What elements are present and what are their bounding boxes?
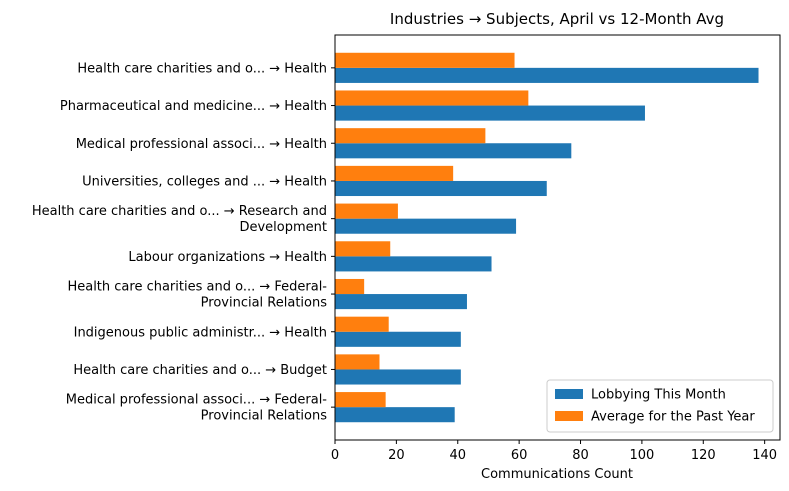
bar-this-month-3 [335, 180, 547, 197]
x-tick-label: 20 [388, 448, 405, 463]
y-tick-label-line: Health care charities and o... → Researc… [32, 204, 327, 219]
y-tick-label-line: Health care charities and o... → Budget [73, 363, 327, 378]
y-tick-label: Health care charities and o... → Researc… [32, 204, 327, 235]
legend-swatch-0 [555, 389, 583, 399]
x-tick-label: 40 [449, 448, 466, 463]
legend-box [546, 379, 774, 433]
legend-label-0: Lobbying This Month [591, 388, 726, 403]
y-tick-label-line: Labour organizations → Health [128, 250, 327, 265]
y-tick-label-line: Medical professional associ... → Health [76, 137, 327, 152]
x-tick-label: 0 [331, 448, 339, 463]
y-tick-label-line: Indigenous public administr... → Health [74, 325, 327, 340]
y-tick-label-line: Universities, colleges and ... → Health [82, 174, 327, 189]
bar-this-month-9 [335, 407, 455, 423]
y-tick-label-line: Provincial Relations [201, 296, 328, 311]
plot-frame [334, 34, 781, 441]
y-tick-label: Health care charities and o... → Budget [73, 363, 327, 378]
bar-past-year-avg-2 [335, 128, 486, 144]
y-tick-label-line: Pharmaceutical and medicine... → Health [60, 99, 327, 114]
bar-past-year-avg-5 [335, 241, 391, 257]
y-tick-label-line: Provincial Relations [201, 409, 328, 424]
y-tick-label-line: Development [239, 220, 327, 235]
y-tick-label: Labour organizations → Health [128, 250, 327, 265]
bar-this-month-6 [335, 294, 467, 310]
x-tick-label: 100 [629, 448, 654, 463]
y-tick-label: Health care charities and o... → Health [77, 61, 327, 76]
bar-this-month-5 [335, 256, 492, 272]
bar-past-year-avg-6 [335, 278, 365, 295]
y-tick-label: Health care charities and o... → Federal… [67, 280, 327, 311]
x-tick-label: 80 [572, 448, 589, 463]
legend-swatch-1 [555, 411, 583, 421]
y-tick-label-line: Medical professional associ... → Federal… [66, 393, 328, 408]
bar-this-month-4 [335, 218, 517, 234]
bar-past-year-avg-1 [335, 90, 529, 106]
y-tick-label-line: Health care charities and o... → Federal… [67, 280, 327, 295]
legend-label-1: Average for the Past Year [591, 410, 755, 425]
x-tick-label: 60 [511, 448, 528, 463]
bar-past-year-avg-4 [335, 203, 398, 219]
bar-this-month-7 [335, 331, 461, 347]
y-tick-label: Universities, colleges and ... → Health [82, 174, 327, 189]
y-tick-label-line: Health care charities and o... → Health [77, 61, 327, 76]
bars-group [335, 52, 759, 423]
y-tick-label: Medical professional associ... → Federal… [66, 393, 328, 424]
y-tick-label: Pharmaceutical and medicine... → Health [60, 99, 327, 114]
x-tick-label: 140 [752, 448, 777, 463]
y-tick-label: Medical professional associ... → Health [76, 137, 327, 152]
bar-this-month-1 [335, 105, 645, 121]
y-tick-label: Indigenous public administr... → Health [74, 325, 327, 340]
bar-this-month-8 [335, 369, 461, 385]
x-tick-label: 120 [691, 448, 716, 463]
legend: Lobbying This Month Average for the Past … [546, 379, 774, 433]
x-axis-ticks: 0 20 40 60 80 100 120 140 [331, 440, 777, 463]
bar-past-year-avg-8 [335, 354, 380, 370]
bar-past-year-avg-0 [335, 52, 515, 68]
y-axis-ticks: Health care charities and o... → Health P… [32, 61, 335, 424]
bar-past-year-avg-9 [335, 392, 386, 408]
bar-this-month-2 [335, 143, 572, 159]
bar-past-year-avg-7 [335, 316, 389, 332]
chart-title: Industries → Subjects, April vs 12-Month… [390, 10, 724, 28]
x-axis-label: Communications Count [481, 467, 633, 482]
bar-past-year-avg-3 [335, 165, 454, 181]
bar-this-month-0 [335, 67, 759, 83]
